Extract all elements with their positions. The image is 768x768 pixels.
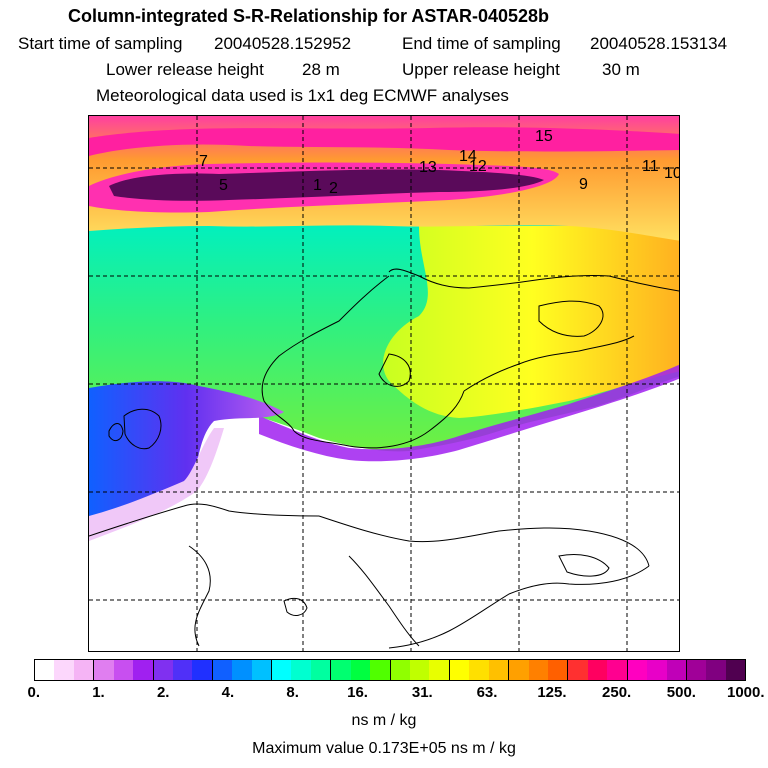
point-label: 13 [419, 159, 437, 176]
point-label: 2 [329, 180, 338, 197]
colorbar-cell [469, 660, 489, 680]
point-label: 11 [642, 158, 659, 175]
colorbar-cell [449, 660, 470, 680]
colorbar-cell [547, 660, 569, 680]
colorbar-cell [706, 660, 726, 680]
met-data-line: Meteorological data used is 1x1 deg ECMW… [96, 86, 509, 105]
colorbar-cell [232, 660, 252, 680]
lower-height-label: Lower release height [106, 60, 264, 79]
colorbar-cell [331, 660, 351, 680]
colorbar-cell [429, 660, 450, 680]
field-south-rim [259, 364, 679, 462]
colorbar-cell [686, 660, 707, 680]
colorbar-cell [350, 660, 371, 680]
colorbar-cell [647, 660, 667, 680]
colorbar-tick-label: 31. [411, 684, 433, 701]
colorbar-cell [607, 660, 628, 680]
colorbar-tick-label: 1. [92, 684, 105, 701]
colorbar-tick-label: 16. [347, 684, 368, 701]
field-north-magenta [89, 127, 679, 156]
colorbar-cell [509, 660, 529, 680]
point-label: 1 [313, 177, 322, 194]
colorbar-tick-label: 125. [537, 684, 567, 701]
point-label: 7 [199, 153, 208, 170]
colorbar-tick-label: 0. [27, 684, 41, 701]
colorbar-cell [488, 660, 510, 680]
colorbar-tick-label: 250. [602, 684, 632, 701]
start-time-label: Start time of sampling [18, 34, 183, 53]
colorbar-tick-label: 63. [476, 684, 498, 701]
colorbar-cell [212, 660, 233, 680]
colorbar-cell [73, 660, 95, 680]
colorbar-cell [666, 660, 687, 680]
colorbar-tick-label: 4. [221, 684, 235, 701]
colorbar-tick-label: 1000. [727, 684, 765, 701]
max-value-label: Maximum value 0.173E+05 ns m / kg [252, 740, 516, 757]
sensitivity-map: 1 2 5 7 9 10 11 12 13 14 15 [88, 115, 680, 652]
colorbar-cell [272, 660, 292, 680]
map-canvas: 1 2 5 7 9 10 11 12 13 14 15 [89, 116, 680, 651]
colorbar-cell [251, 660, 273, 680]
colorbar-tick-label: 500. [666, 684, 696, 701]
coastlines [89, 268, 679, 649]
field-core-max [109, 169, 544, 201]
plot-title: Column-integrated S-R-Relationship for A… [68, 6, 550, 26]
colorbar-cell [35, 660, 55, 680]
upper-height-value: 30 m [602, 60, 640, 79]
colorbar-cell [113, 660, 134, 680]
point-label: 12 [469, 158, 487, 175]
colorbar-cell [153, 660, 173, 680]
point-label: 5 [219, 177, 228, 194]
unit-label: ns m / kg [351, 712, 417, 729]
field-west-fade [89, 428, 224, 541]
point-label: 9 [579, 176, 588, 193]
colorbar-cell [627, 660, 648, 680]
colorbar-cell [410, 660, 430, 680]
colorbar-cell [568, 660, 588, 680]
colorbar-cell [172, 660, 193, 680]
upper-height-label: Upper release height [402, 60, 560, 79]
start-time-value: 20040528.152952 [214, 34, 352, 53]
graticule [89, 116, 679, 651]
colorbar-cell [94, 660, 114, 680]
colorbar-cell [528, 660, 548, 680]
field-west-blue [89, 381, 284, 531]
colorbar-cell [725, 660, 746, 680]
end-time-value: 20040528.153134 [590, 34, 728, 53]
lower-height-value: 28 m [302, 60, 340, 79]
field-east-yellow [383, 226, 679, 418]
end-time-label: End time of sampling [402, 34, 561, 53]
point-label: 10 [664, 165, 680, 182]
colorbar [34, 659, 746, 681]
colorbar-cell [291, 660, 311, 680]
colorbar-cell [133, 660, 154, 680]
colorbar-cell [390, 660, 411, 680]
colorbar-tick-label: 8. [286, 684, 299, 701]
colorbar-cell [54, 660, 74, 680]
colorbar-tick-label: 2. [156, 684, 170, 701]
colorbar-cell [192, 660, 213, 680]
colorbar-cell [310, 660, 332, 680]
point-label: 15 [535, 128, 553, 145]
colorbar-cell [587, 660, 608, 680]
colorbar-cell [370, 660, 391, 680]
point-label: 14 [459, 148, 477, 165]
